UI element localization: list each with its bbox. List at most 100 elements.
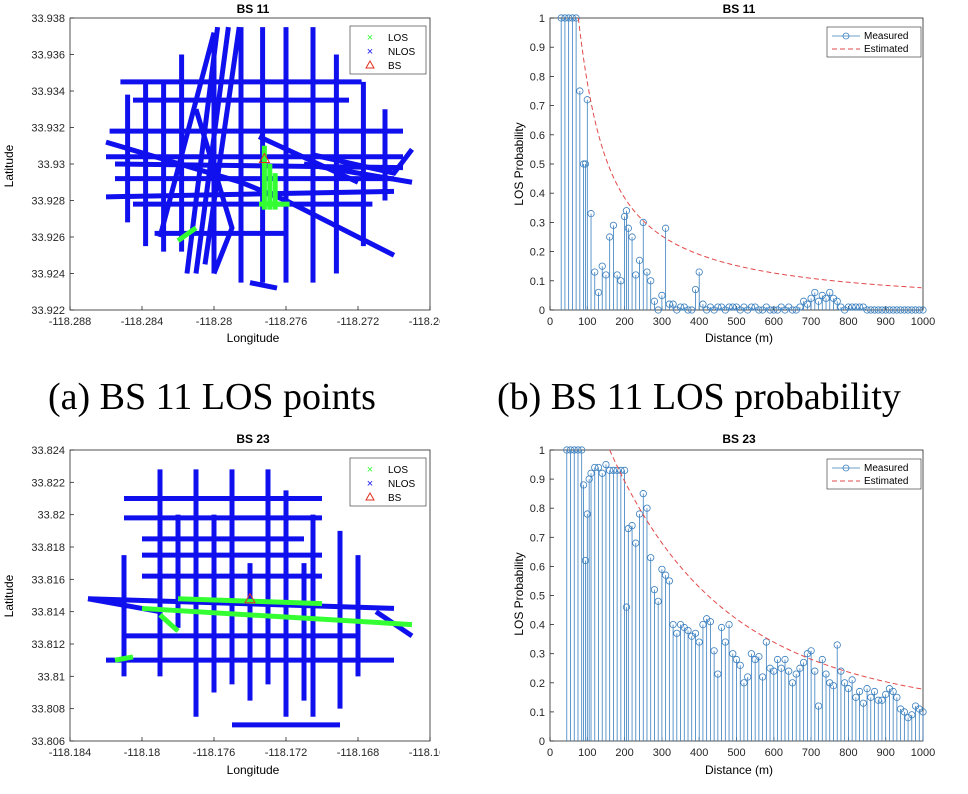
y-tick-label: 0.8 [530,71,545,83]
measured-point [744,673,752,681]
legend-label: BS [388,493,402,504]
y-tick-label: 1 [539,13,545,25]
measured-point [796,664,804,672]
bs23-prob-chart: BS 23 Distance (m) LOS Probability 0 100 2… [512,432,935,777]
x-axis-label: Distance (m) [705,763,773,777]
measured-point [814,702,823,710]
chart-title: BS 23 [236,432,270,446]
measured-point [770,306,778,314]
measured-point [647,277,655,285]
legend-box [826,26,922,58]
x-tick-label: -118.28 [196,316,233,328]
measured-point [788,679,797,687]
nlos-track [249,280,278,291]
measured-point [650,586,659,594]
measured-point [803,300,811,308]
measured-point [706,618,714,626]
measured-point [878,696,886,704]
x-tick-label: 500 [727,747,745,759]
x-tick-label: 800 [839,747,857,759]
y-tick-label: 0.9 [530,42,545,54]
x-tick-label: -118.288 [49,316,92,328]
measured-point [665,577,673,585]
nlos-track [87,596,395,611]
measured-point [889,687,897,696]
x-tick-label: -118.268 [409,316,440,328]
legend: × LOS × NLOS BS [349,457,427,507]
measured-point [665,300,673,308]
legend-marker: × [367,464,373,476]
measured-point [591,268,599,276]
measured-point [566,446,575,454]
measured-point [583,510,591,518]
measured-point [699,300,707,308]
measured-point [669,621,677,629]
measured-point [654,597,662,605]
measured-point [688,306,696,314]
y-tick-label: 0.1 [530,276,545,288]
x-tick-label: 500 [727,316,745,328]
measured-point [729,303,737,311]
x-tick-label: 1000 [911,316,935,328]
y-tick-label: 33.824 [31,445,65,457]
y-tick-label: 0 [539,736,545,748]
y-tick-label: 33.926 [31,232,65,244]
measured-point [650,297,659,305]
measured-point [609,466,618,474]
measured-point [747,303,756,311]
measured-point [606,233,614,241]
measured-point [814,297,823,305]
nlos-track [202,26,242,265]
legend: × LOS × NLOS BS [349,25,427,75]
measured-series [563,446,927,741]
measured-point [867,306,875,314]
measured-point [602,460,610,469]
y-tick-label: 0.3 [530,217,545,229]
measured-point [710,647,718,655]
measured-point [919,708,927,716]
measured-point [897,306,905,314]
measured-point [911,306,920,314]
measured-point [822,294,830,302]
measured-point [658,291,666,299]
measured-point [635,256,644,264]
y-axis-label: LOS Probability [512,122,526,205]
measured-point [904,306,912,314]
measured-point [691,285,700,294]
legend-marker [842,32,850,40]
legend-marker [842,464,850,472]
measured-point [587,469,595,477]
measured-point [598,262,606,270]
measured-point [622,207,631,215]
measured-point [766,306,774,314]
measured-point [841,679,849,687]
y-tick-label: 0.1 [530,707,545,719]
x-tick-label: -118.272 [337,316,380,328]
measured-point [587,210,595,218]
legend-marker [365,491,375,501]
bs-marker [244,592,256,604]
los-track [141,605,413,628]
bs11-map-chart: BS 11 Longitude Latitude -118.288 -118.28… [2,2,440,345]
y-tick-label: 33.924 [31,269,65,281]
legend-box [349,457,427,507]
measured-point [714,303,722,311]
x-tick-label: -118.284 [121,316,164,328]
x-tick-label: 900 [877,316,895,328]
measured-point [606,466,614,474]
measured-point [900,708,908,716]
measured-point [852,693,860,701]
measured-point [691,629,700,637]
measured-point [594,288,603,297]
measured-point [568,14,576,22]
legend-marker: × [367,46,373,58]
y-tick-label: 33.922 [31,305,65,317]
legend-label: LOS [388,465,408,476]
measured-point [721,638,729,646]
measured-point [773,655,782,664]
measured-point [867,693,875,701]
nlos-track [312,147,414,176]
legend-label: Estimated [864,476,908,487]
measured-point [598,469,606,477]
legend-marker: × [367,478,373,490]
